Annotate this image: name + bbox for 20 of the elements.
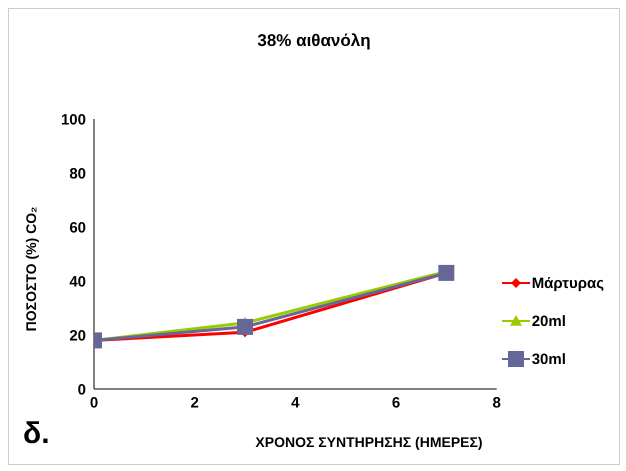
x-tick-label: 4 xyxy=(291,394,300,412)
y-tick-label: 80 xyxy=(69,165,86,182)
y-tick-label: 60 xyxy=(69,219,86,236)
y-tick-label: 20 xyxy=(69,327,86,344)
x-axis-title: ΧΡΟΝΟΣ ΣΥΝΤΗΡΗΣΗΣ (ΗΜΕΡΕΣ) xyxy=(255,434,483,450)
point xyxy=(438,264,454,281)
text: δ. xyxy=(23,417,50,451)
legend-label: 30ml xyxy=(532,350,566,368)
legend-label: Μάρτυρας xyxy=(532,274,604,292)
x-tick-label: 0 xyxy=(90,394,98,412)
legend-label: 20ml xyxy=(532,312,566,330)
y-axis-title: ΠΟΣΟΣΤΟ (%) CO₂ xyxy=(23,206,39,332)
point xyxy=(237,318,254,335)
x-tick-label: 2 xyxy=(190,394,199,412)
chart-title: 38% αιθανόλη xyxy=(256,31,372,51)
y-tick-label: 0 xyxy=(78,381,86,398)
x-tick-label: 6 xyxy=(392,394,400,412)
x-tick-label: 8 xyxy=(492,394,501,412)
y-tick-label: 100 xyxy=(60,111,86,128)
y-tick-label: 40 xyxy=(69,273,86,290)
